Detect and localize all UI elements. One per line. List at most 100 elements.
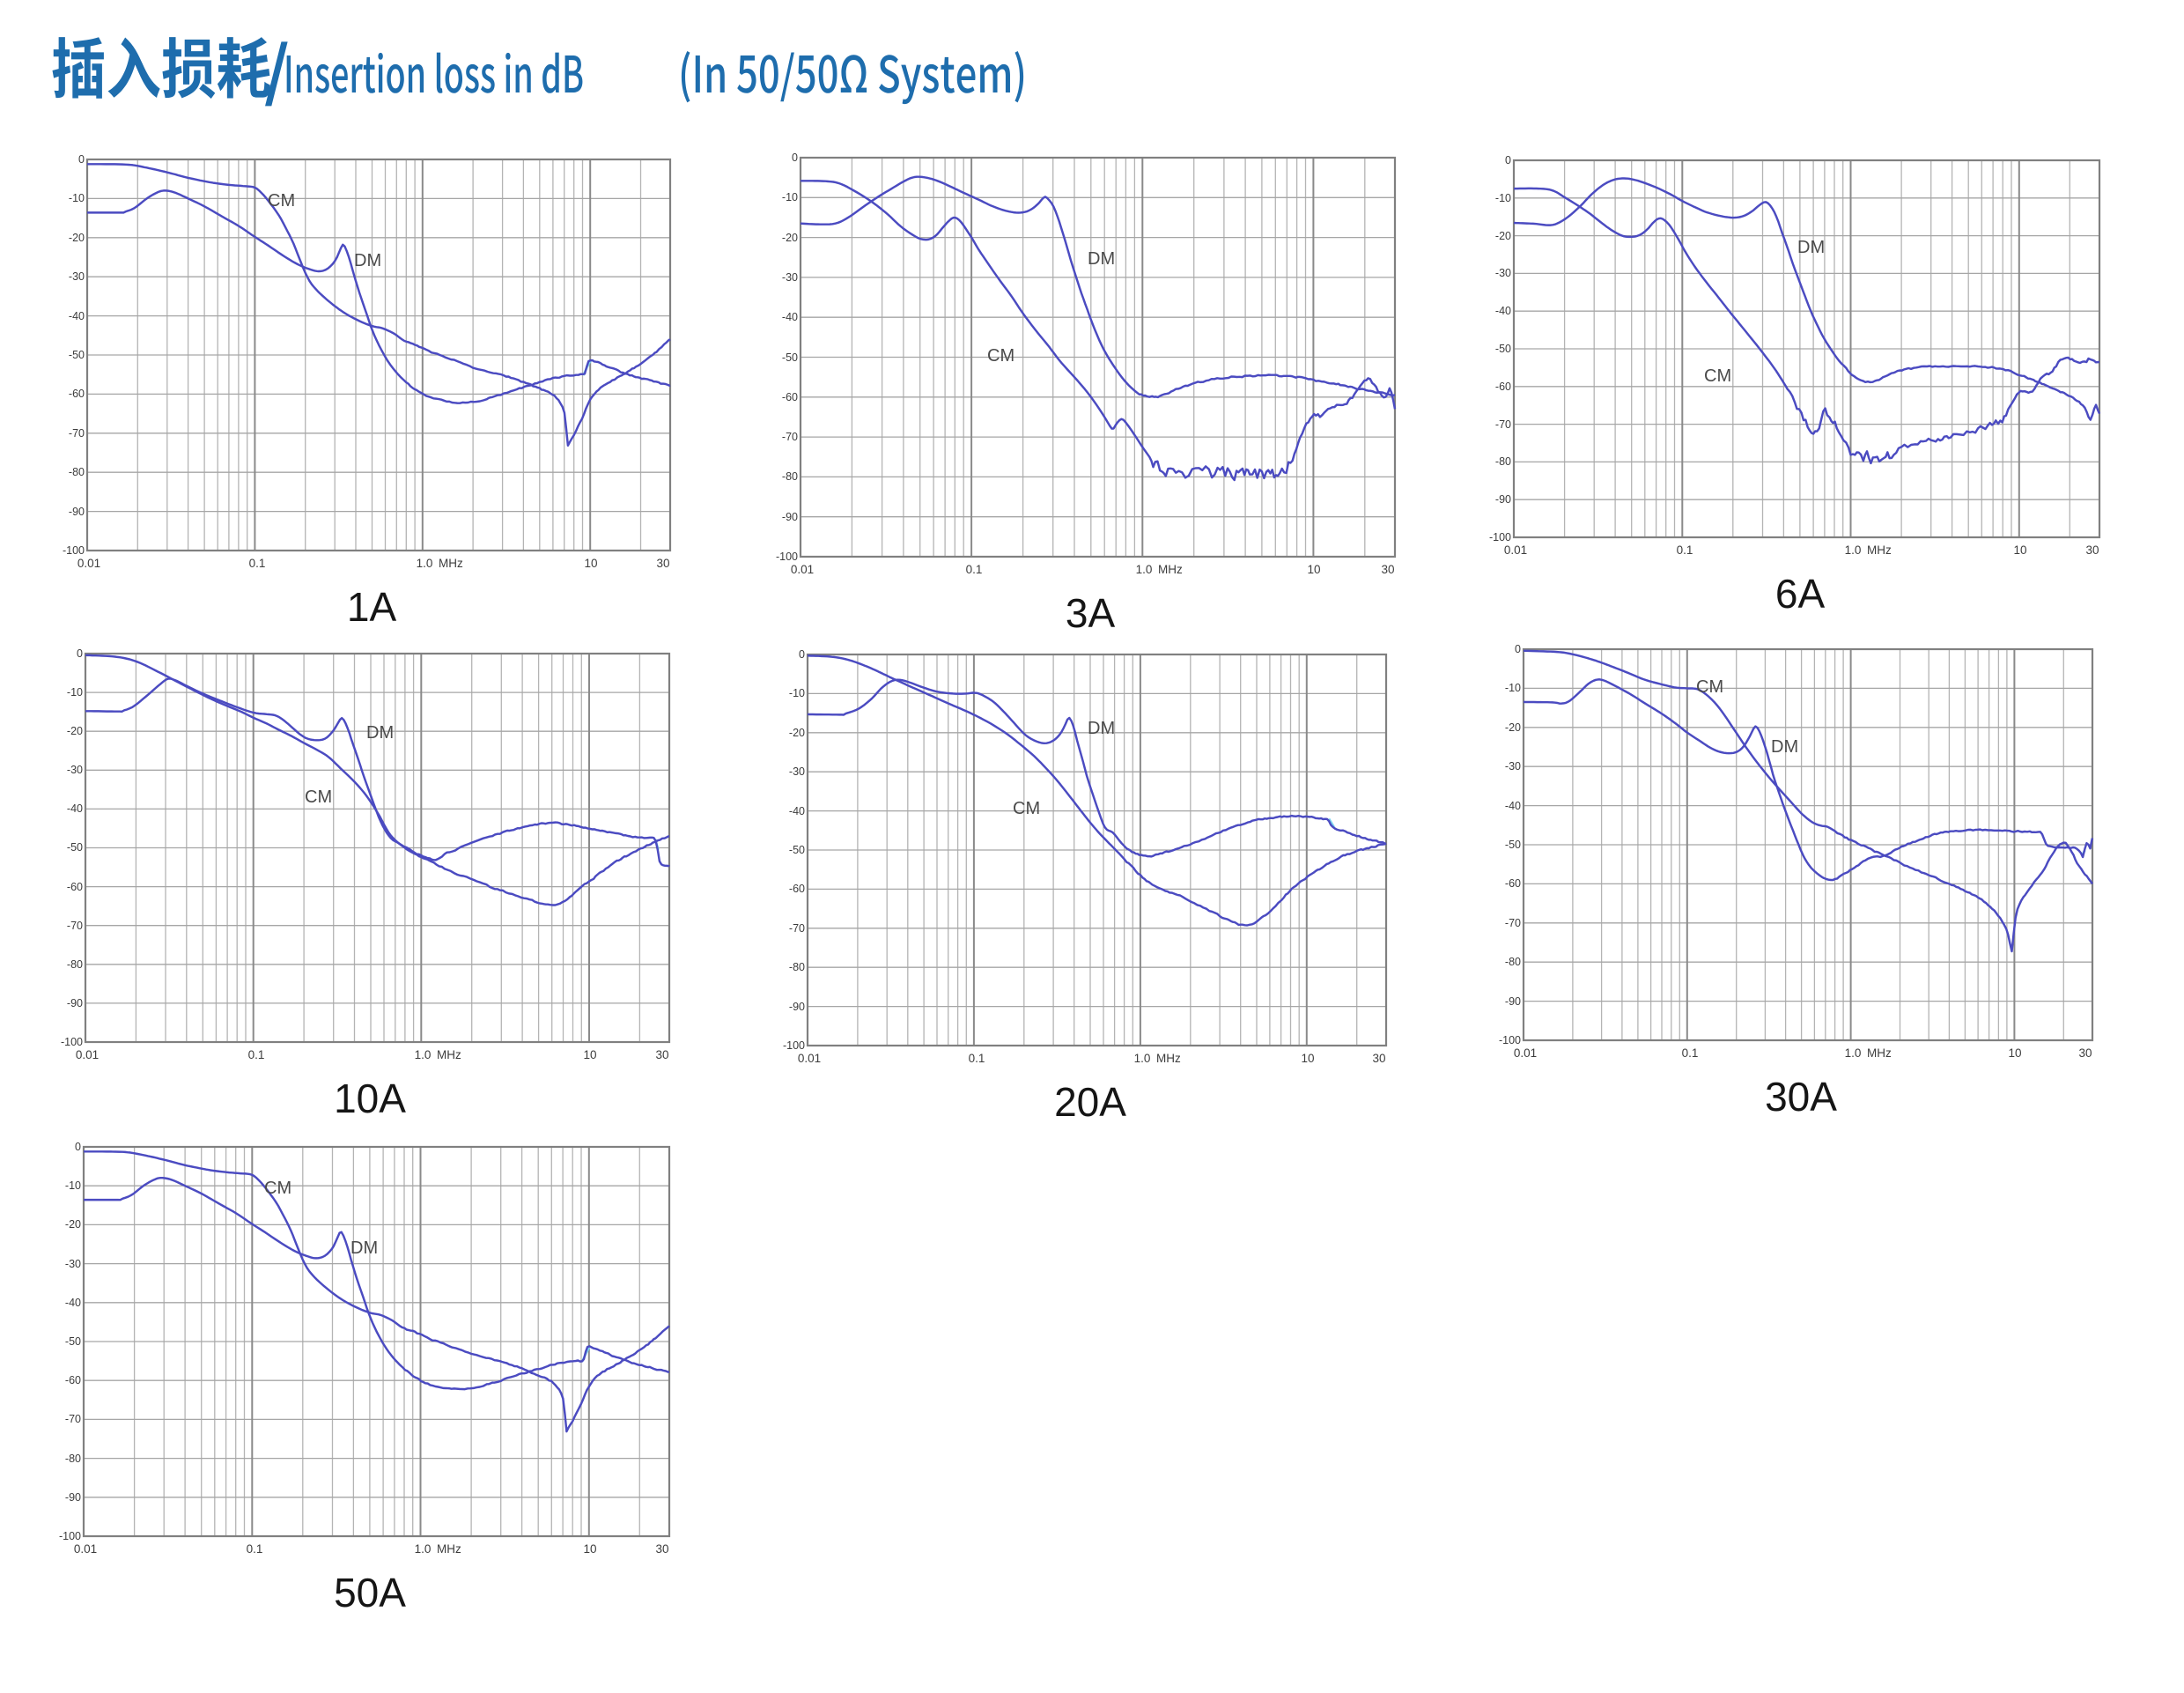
svg-text:-50: -50	[65, 1335, 81, 1348]
svg-text:20A: 20A	[1054, 1079, 1126, 1125]
svg-text:-20: -20	[67, 725, 83, 737]
svg-text:DM: DM	[366, 723, 394, 743]
svg-text:DM: DM	[350, 1238, 378, 1258]
svg-text:-30: -30	[1505, 760, 1521, 773]
svg-text:MHz: MHz	[1867, 543, 1892, 557]
svg-text:1.0: 1.0	[417, 557, 433, 570]
svg-text:0: 0	[75, 1141, 81, 1153]
svg-text:-10: -10	[67, 686, 83, 699]
svg-text:-90: -90	[782, 511, 798, 523]
svg-text:-40: -40	[789, 805, 805, 817]
svg-text:-40: -40	[67, 802, 83, 815]
svg-text:-90: -90	[789, 1001, 805, 1013]
svg-text:CM: CM	[268, 191, 295, 211]
svg-text:CM: CM	[1696, 677, 1723, 697]
svg-text:-100: -100	[61, 1036, 83, 1048]
svg-text:10: 10	[2013, 543, 2026, 557]
svg-text:-100: -100	[776, 551, 798, 563]
svg-text:-50: -50	[1495, 343, 1511, 355]
svg-text:-40: -40	[69, 310, 85, 322]
svg-text:0.1: 0.1	[247, 1542, 263, 1556]
svg-text:-10: -10	[789, 687, 805, 699]
svg-text:-40: -40	[782, 311, 798, 323]
svg-text:0: 0	[77, 647, 83, 660]
svg-text:-30: -30	[1495, 267, 1511, 279]
svg-text:0.01: 0.01	[791, 563, 814, 576]
svg-text:30: 30	[2085, 543, 2099, 557]
svg-text:50A: 50A	[334, 1570, 406, 1615]
svg-text:-30: -30	[69, 270, 85, 283]
svg-text:30A: 30A	[1765, 1074, 1837, 1120]
svg-text:-60: -60	[69, 388, 85, 400]
svg-text:-60: -60	[789, 883, 805, 895]
svg-text:DM: DM	[1771, 737, 1798, 757]
svg-text:-70: -70	[789, 922, 805, 935]
svg-text:1.0: 1.0	[1134, 1052, 1151, 1065]
svg-text:-80: -80	[65, 1453, 81, 1465]
svg-text:MHz: MHz	[1158, 563, 1183, 576]
svg-text:-50: -50	[69, 349, 85, 361]
svg-text:10A: 10A	[334, 1076, 406, 1121]
svg-text:0.01: 0.01	[76, 1048, 99, 1061]
svg-text:0.01: 0.01	[1514, 1046, 1537, 1060]
svg-text:-30: -30	[67, 764, 83, 776]
svg-text:-10: -10	[65, 1179, 81, 1192]
svg-text:-10: -10	[1505, 682, 1521, 694]
svg-text:CM: CM	[305, 787, 332, 807]
svg-text:-50: -50	[789, 844, 805, 856]
svg-text:0.1: 0.1	[1677, 543, 1693, 557]
svg-text:30: 30	[656, 557, 669, 570]
svg-text:1.0: 1.0	[1845, 543, 1862, 557]
svg-text:1.0: 1.0	[415, 1048, 432, 1061]
svg-text:-90: -90	[67, 997, 83, 1009]
svg-text:0.1: 0.1	[966, 563, 983, 576]
svg-text:10: 10	[1307, 563, 1320, 576]
svg-text:CM: CM	[264, 1179, 291, 1198]
svg-text:30: 30	[1381, 563, 1394, 576]
svg-text:0.1: 0.1	[249, 557, 266, 570]
svg-text:-80: -80	[69, 466, 85, 478]
svg-text:6A: 6A	[1775, 571, 1826, 617]
svg-text:MHz: MHz	[1867, 1046, 1892, 1060]
svg-text:-20: -20	[65, 1218, 81, 1231]
svg-text:-10: -10	[69, 192, 85, 204]
svg-text:-80: -80	[789, 961, 805, 973]
svg-text:0.01: 0.01	[77, 557, 100, 570]
svg-text:DM: DM	[1088, 719, 1115, 738]
svg-text:-40: -40	[1505, 800, 1521, 812]
svg-text:0.1: 0.1	[248, 1048, 265, 1061]
svg-text:-90: -90	[65, 1491, 81, 1504]
svg-text:CM: CM	[1013, 799, 1040, 818]
svg-text:-60: -60	[67, 881, 83, 893]
svg-text:-80: -80	[1505, 956, 1521, 968]
svg-text:-10: -10	[1495, 192, 1511, 204]
svg-text:0.01: 0.01	[1504, 543, 1527, 557]
svg-text:DM: DM	[1088, 249, 1115, 269]
svg-text:0: 0	[799, 648, 805, 661]
svg-text:-20: -20	[789, 727, 805, 739]
svg-text:0: 0	[78, 153, 85, 166]
svg-text:0.1: 0.1	[1682, 1046, 1699, 1060]
svg-text:0: 0	[792, 152, 798, 164]
svg-text:10: 10	[584, 557, 597, 570]
svg-text:-100: -100	[63, 544, 85, 557]
svg-text:-70: -70	[69, 427, 85, 440]
svg-text:0.1: 0.1	[969, 1052, 985, 1065]
svg-text:-40: -40	[1495, 305, 1511, 317]
svg-text:0: 0	[1515, 643, 1521, 655]
svg-text:-90: -90	[1505, 995, 1521, 1008]
svg-text:-20: -20	[782, 232, 798, 244]
svg-text:10: 10	[583, 1048, 596, 1061]
svg-text:-100: -100	[1489, 531, 1511, 543]
svg-text:10: 10	[2008, 1046, 2021, 1060]
svg-text:-80: -80	[67, 958, 83, 971]
svg-text:-70: -70	[1495, 418, 1511, 431]
svg-text:-20: -20	[69, 232, 85, 244]
svg-text:-70: -70	[782, 431, 798, 443]
svg-text:1.0: 1.0	[1845, 1046, 1862, 1060]
svg-text:1A: 1A	[347, 584, 397, 630]
svg-text:MHz: MHz	[437, 1542, 461, 1556]
svg-text:-100: -100	[59, 1530, 81, 1542]
svg-text:30: 30	[655, 1048, 668, 1061]
svg-text:-50: -50	[1505, 839, 1521, 851]
